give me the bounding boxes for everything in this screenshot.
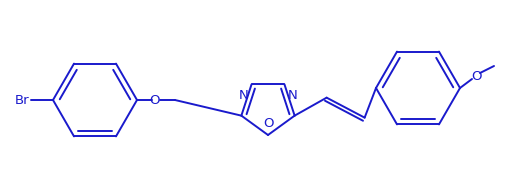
Text: O: O (471, 69, 481, 82)
Text: O: O (263, 117, 273, 130)
Text: Br: Br (14, 93, 29, 107)
Text: N: N (287, 89, 297, 102)
Text: O: O (150, 93, 160, 107)
Text: N: N (239, 89, 248, 102)
